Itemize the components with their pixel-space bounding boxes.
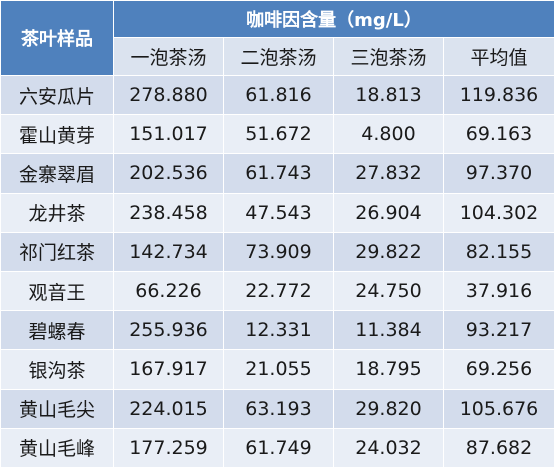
table-row: 金寨翠眉 202.536 61.743 27.832 97.370 [0,153,554,194]
value-cell: 63.193 [223,388,334,429]
sample-cell: 黄山毛尖 [0,388,114,429]
sample-cell: 金寨翠眉 [0,153,114,194]
value-cell: 142.734 [113,231,224,272]
value-cell: 151.017 [113,114,224,155]
sample-cell: 龙井茶 [0,192,114,233]
value-cell: 12.331 [223,310,334,351]
value-cell: 73.909 [223,231,334,272]
value-cell: 104.302 [443,192,554,233]
value-cell: 11.384 [333,310,444,351]
sample-cell: 碧螺春 [0,310,114,351]
column-header: 平均值 [443,37,554,76]
value-cell: 255.936 [113,310,224,351]
value-cell: 21.055 [223,349,334,390]
column-header: 一泡茶汤 [113,37,224,76]
table-row: 银沟茶 167.917 21.055 18.795 69.256 [0,349,554,390]
value-cell: 224.015 [113,388,224,429]
column-header: 二泡茶汤 [223,37,334,76]
value-cell: 61.749 [223,427,334,468]
value-cell: 18.813 [333,74,444,116]
table-row: 观音王 66.226 22.772 24.750 37.916 [0,270,554,312]
value-cell: 27.832 [333,153,444,194]
sample-header: 茶叶样品 [0,0,114,76]
value-cell: 93.217 [443,310,554,351]
table-row: 霍山黄芽 151.017 51.672 4.800 69.163 [0,114,554,155]
value-cell: 202.536 [113,153,224,194]
sample-cell: 观音王 [0,270,114,312]
value-cell: 238.458 [113,192,224,233]
table-row: 祁门红茶 142.734 73.909 29.822 82.155 [0,231,554,272]
sample-cell: 黄山毛峰 [0,427,114,468]
sample-cell: 银沟茶 [0,349,114,390]
column-header: 三泡茶汤 [333,37,444,76]
sample-cell: 六安瓜片 [0,74,114,116]
value-cell: 66.226 [113,270,224,312]
value-cell: 18.795 [333,349,444,390]
value-cell: 69.256 [443,349,554,390]
table-row: 六安瓜片 278.880 61.816 18.813 119.836 [0,74,554,116]
value-cell: 69.163 [443,114,554,155]
value-cell: 24.750 [333,270,444,312]
value-cell: 278.880 [113,74,224,116]
value-cell: 29.822 [333,231,444,272]
table-row: 龙井茶 238.458 47.543 26.904 104.302 [0,192,554,233]
subheader-row: 一泡茶汤 二泡茶汤 三泡茶汤 平均值 [1,37,554,76]
value-cell: 87.682 [443,427,554,468]
sample-cell: 霍山黄芽 [0,114,114,155]
value-cell: 29.820 [333,388,444,429]
value-cell: 61.816 [223,74,334,116]
value-cell: 82.155 [443,231,554,272]
header-row: 茶叶样品 咖啡因含量（mg/L） [0,0,554,76]
value-cell: 97.370 [443,153,554,194]
value-cell: 119.836 [443,74,554,116]
value-cell: 47.543 [223,192,334,233]
table-row: 碧螺春 255.936 12.331 11.384 93.217 [0,310,554,351]
value-cell: 51.672 [223,114,334,155]
group-header: 咖啡因含量（mg/L） [113,0,554,38]
value-cell: 24.032 [333,427,444,468]
value-cell: 37.916 [443,270,554,312]
table-row: 黄山毛峰 177.259 61.749 24.032 87.682 [0,427,554,468]
value-cell: 105.676 [443,388,554,429]
value-cell: 61.743 [223,153,334,194]
table-body: 六安瓜片 278.880 61.816 18.813 119.836 霍山黄芽 151.01… [0,74,554,468]
value-cell: 26.904 [333,192,444,233]
value-cell: 167.917 [113,349,224,390]
sample-cell: 祁门红茶 [0,231,114,272]
value-cell: 177.259 [113,427,224,468]
table-row: 黄山毛尖 224.015 63.193 29.820 105.676 [0,388,554,429]
value-cell: 4.800 [333,114,444,155]
value-cell: 22.772 [223,270,334,312]
